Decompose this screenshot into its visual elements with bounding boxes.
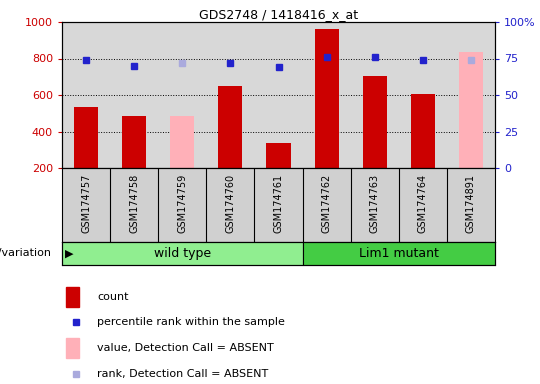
Text: GSM174759: GSM174759 [177, 174, 187, 233]
Text: GSM174757: GSM174757 [81, 174, 91, 233]
Bar [459, 52, 483, 168]
Bar [315, 29, 339, 168]
Text: GSM174758: GSM174758 [129, 174, 139, 233]
Text: GSM174762: GSM174762 [322, 174, 332, 233]
Text: percentile rank within the sample: percentile rank within the sample [97, 318, 285, 328]
Bar [122, 116, 146, 168]
Text: value, Detection Call = ABSENT: value, Detection Call = ABSENT [97, 343, 274, 353]
Bar [170, 116, 194, 168]
Bar [66, 338, 79, 358]
Text: ▶: ▶ [65, 248, 73, 258]
Text: GSM174760: GSM174760 [225, 174, 235, 233]
Bar [66, 286, 79, 307]
Text: GSM174764: GSM174764 [418, 174, 428, 233]
Bar [363, 76, 387, 168]
Text: wild type: wild type [154, 247, 211, 260]
Bar [218, 86, 242, 168]
Text: GSM174763: GSM174763 [370, 174, 380, 233]
Text: GSM174891: GSM174891 [466, 174, 476, 233]
Bar [302, 242, 495, 265]
Text: rank, Detection Call = ABSENT: rank, Detection Call = ABSENT [97, 369, 268, 379]
Text: count: count [97, 291, 129, 302]
Text: GSM174761: GSM174761 [273, 174, 284, 233]
Bar [62, 242, 302, 265]
Title: GDS2748 / 1418416_x_at: GDS2748 / 1418416_x_at [199, 8, 358, 21]
Bar [411, 94, 435, 168]
Bar [74, 107, 98, 168]
Bar [266, 143, 291, 168]
Text: genotype/variation: genotype/variation [0, 248, 51, 258]
Text: Lim1 mutant: Lim1 mutant [359, 247, 438, 260]
